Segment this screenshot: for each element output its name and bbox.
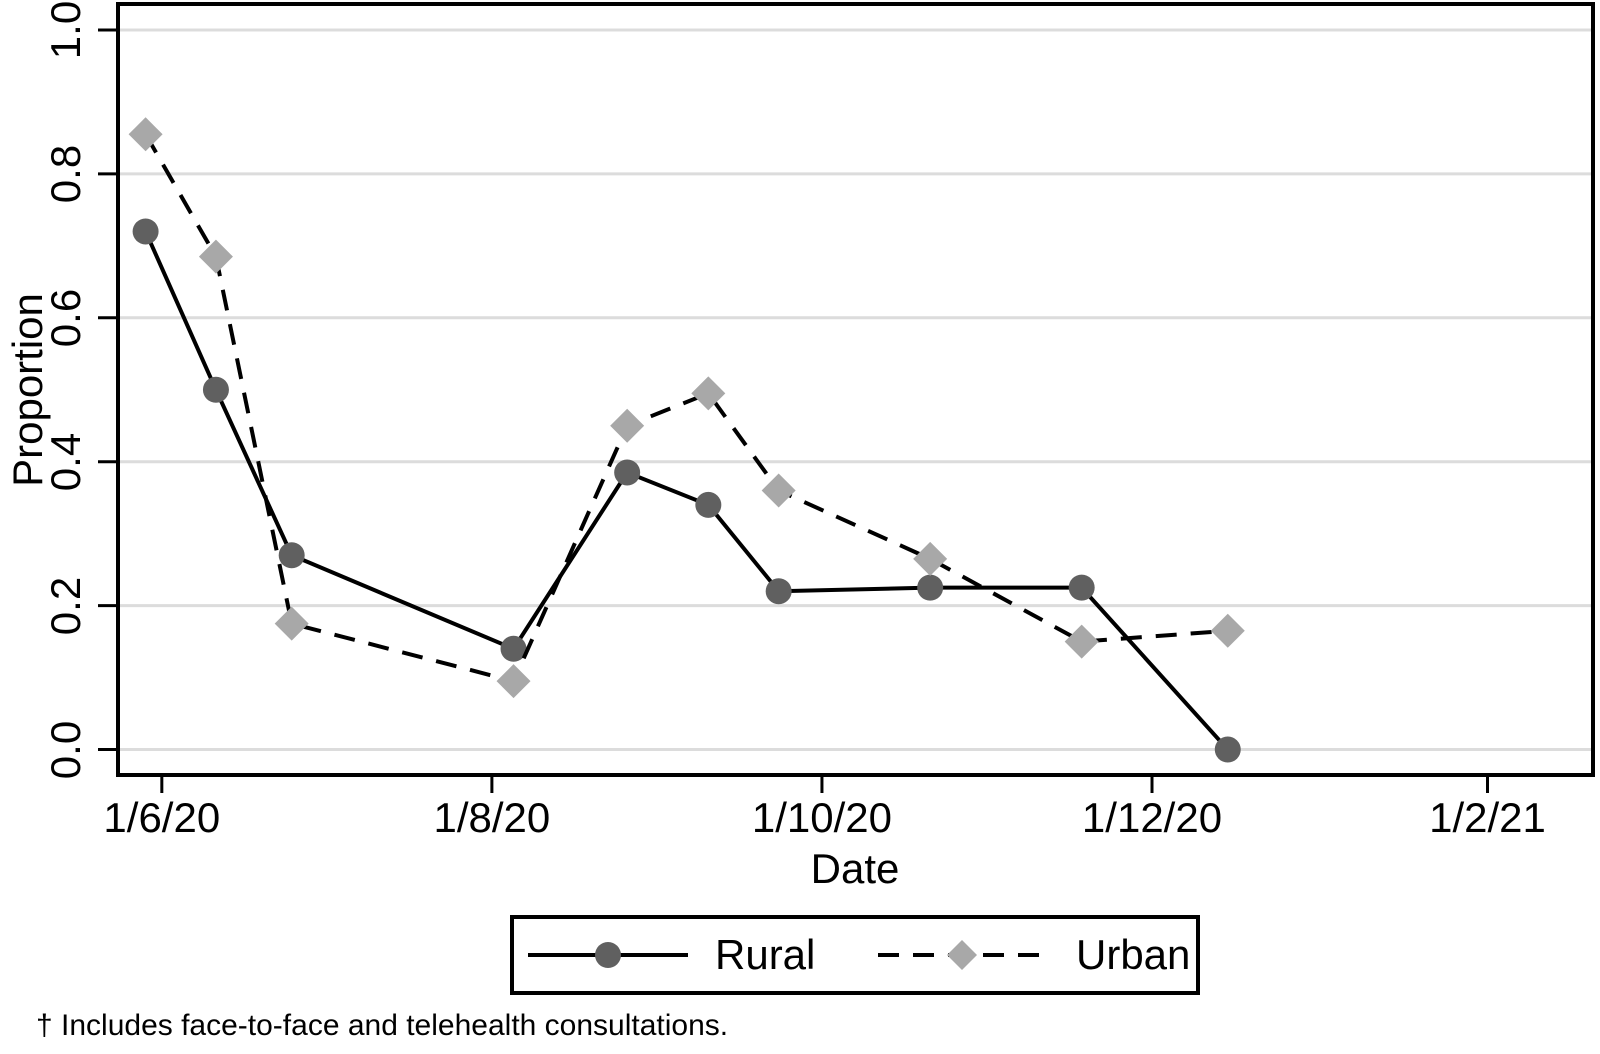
diamond-marker xyxy=(761,473,796,508)
series-urban xyxy=(128,117,1245,699)
diamond-marker xyxy=(913,541,948,576)
plot-border xyxy=(116,2,1595,777)
legend-urban-swatch xyxy=(878,940,1046,970)
diamond-marker xyxy=(274,606,309,641)
y-tick-label: 0.4 xyxy=(42,432,89,491)
footnote: † Includes face-to-face and telehealth c… xyxy=(36,1009,729,1042)
legend-swatch-urban-dashed-diamond-icon xyxy=(878,940,1046,970)
x-tick-label: 1/6/20 xyxy=(103,794,221,841)
gridlines xyxy=(118,28,1593,752)
x-axis-title: Date xyxy=(810,845,900,892)
circle-marker xyxy=(765,578,792,605)
y-tick-label: 0.0 xyxy=(42,720,89,779)
diamond-marker xyxy=(610,408,645,443)
x-tick-label: 1/8/20 xyxy=(433,794,551,841)
x-tick-label: 1/10/20 xyxy=(751,794,893,841)
diamond-marker xyxy=(1064,624,1099,659)
rural-line xyxy=(143,230,1230,751)
circle-marker xyxy=(202,376,229,403)
diamond-marker xyxy=(947,940,977,970)
x-tick-label: 1/2/21 xyxy=(1429,794,1546,841)
circle-marker xyxy=(1068,574,1095,601)
circle-marker xyxy=(614,459,641,486)
diamond-marker xyxy=(1210,613,1245,648)
circle-marker xyxy=(695,491,722,518)
diamond-marker xyxy=(198,239,233,274)
legend-rural-swatch xyxy=(528,942,688,968)
circle-marker xyxy=(500,635,527,662)
legend: Rural Urban xyxy=(510,915,1200,995)
diamond-marker xyxy=(496,664,531,699)
series-rural xyxy=(132,218,1241,763)
diamond-marker xyxy=(691,376,726,411)
y-tick-label: 0.8 xyxy=(42,144,89,204)
urban-line xyxy=(143,133,1228,684)
y-tick-label: 0.2 xyxy=(42,576,89,635)
y-tick-label: 1.0 xyxy=(42,0,89,60)
y-tick-label: 0.6 xyxy=(42,288,89,347)
circle-marker xyxy=(132,218,159,245)
legend-label-rural: Rural xyxy=(715,931,816,978)
diamond-marker xyxy=(128,117,163,152)
legend-swatch-rural-line-circle-icon xyxy=(528,942,688,968)
legend-label-urban: Urban xyxy=(1076,931,1191,978)
circle-marker xyxy=(1214,736,1241,763)
circle-marker xyxy=(278,542,305,569)
x-tick-label: 1/12/20 xyxy=(1081,794,1223,841)
legend-circle-marker xyxy=(595,942,621,968)
axis-ticks xyxy=(98,28,1489,793)
circle-marker xyxy=(917,574,944,601)
